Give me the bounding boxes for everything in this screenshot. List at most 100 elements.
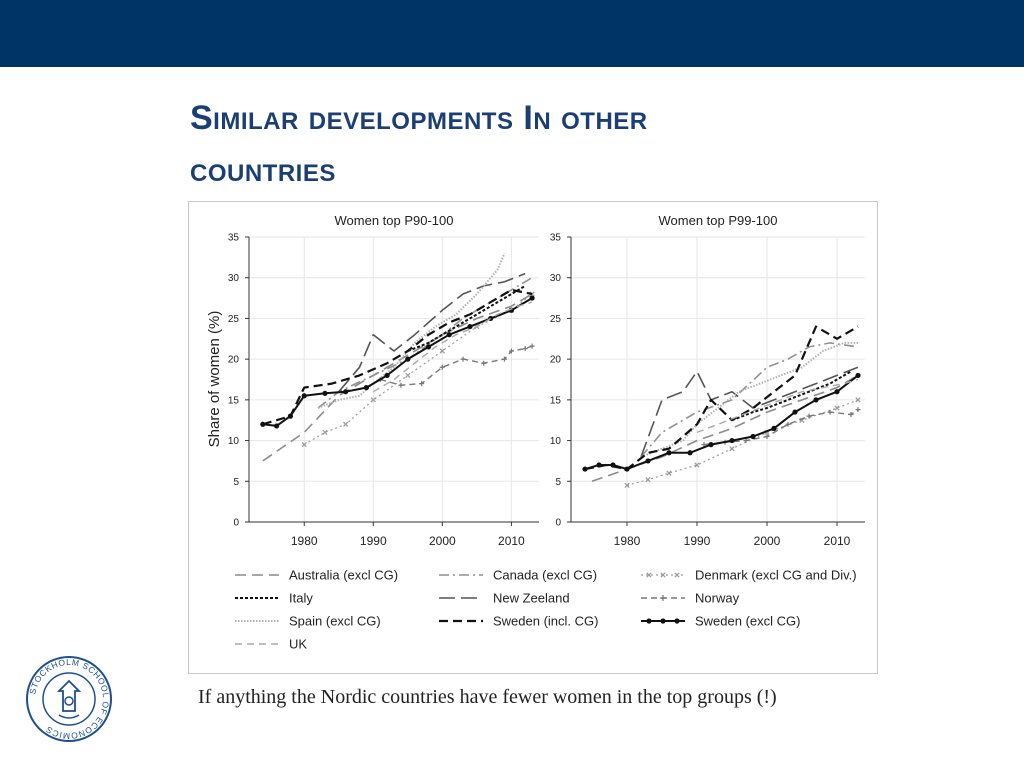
series-line-uk [372,301,533,393]
y-tick-label: 10 [550,436,562,447]
data-point-norway [529,343,535,349]
data-point-sweden_excl [425,344,432,350]
series-line-sweden_incl [262,288,533,426]
data-point-sweden_excl [687,450,693,456]
y-tick-label: 10 [228,436,240,447]
data-point-denmark [624,482,630,488]
data-point-sweden_excl [855,372,861,379]
chart-panel-1: 0 5 10 15 20 25 30 35 1980 1990 2000 2010 Women top … [228,213,539,548]
data-point-sweden_excl [405,356,411,362]
series-line-italy [407,285,526,352]
data-point-norway [855,407,861,413]
y-tick-label: 35 [550,233,562,244]
data-point-sweden_excl [792,409,798,415]
y-axis-label: Share of women (%) [206,311,223,448]
series-line-spain [317,252,506,409]
data-point-sweden_excl [301,393,307,399]
legend-label-spain: Spain (excl CG) [289,614,381,629]
data-point-norway [827,409,833,415]
data-point-norway [785,421,791,427]
y-tick-label: 30 [550,273,562,284]
data-point-denmark [322,429,328,436]
legend-marker-sweden_excl [646,618,652,624]
legend-label-australia: Australia (excl CG) [289,568,398,583]
x-tick-label: 1990 [684,534,711,548]
y-tick-label: 5 [233,477,239,488]
legend-marker-norway [660,595,666,601]
x-tick-label: 1980 [291,534,318,548]
y-tick-label: 0 [555,518,561,529]
x-tick-label: 2000 [429,534,456,548]
data-point-sweden_excl [610,462,616,468]
y-tick-label: 25 [550,314,562,325]
legend-label-sweden_excl: Sweden (excl CG) [695,614,800,629]
series-line-uk [696,378,859,434]
slide-title-line-1: Similar developments In other [190,99,648,137]
legend-label-newzealand: New Zeeland [493,591,570,606]
data-point-sweden_excl [729,437,735,444]
data-point-sweden_excl [645,458,651,464]
data-point-norway [398,382,404,388]
y-tick-label: 35 [228,233,240,244]
legend-label-norway: Norway [695,591,740,606]
series-line-norway [703,409,859,446]
data-point-norway [522,346,528,352]
legend-marker-sweden_excl [674,618,680,624]
data-point-sweden_excl [467,323,473,330]
series-line-canada [640,342,859,458]
data-point-sweden_excl [529,295,535,301]
data-point-denmark [694,462,700,468]
y-tick-label: 20 [550,355,562,366]
data-point-sweden_excl [446,332,452,338]
data-point-denmark [855,397,861,403]
data-point-norway [439,364,445,370]
data-point-sweden_excl [750,433,756,440]
legend-marker-sweden_excl [660,618,666,624]
legend-marker-denmark [660,572,666,578]
series-line-canada [317,277,533,409]
data-point-norway [806,413,812,419]
data-point-sweden_excl [260,421,266,427]
data-point-sweden_excl [287,413,294,419]
school-logo: STOCKHOLM SCHOOL OF ECONOMICS [26,656,112,742]
panel-title: Women top P99-100 [659,213,778,228]
x-tick-label: 2010 [498,534,525,548]
data-point-sweden_excl [596,462,602,468]
header-bar [0,0,1024,67]
data-point-sweden_excl [322,390,328,396]
data-point-norway [743,438,749,444]
data-point-sweden_excl [708,442,714,448]
legend-marker-denmark [646,572,652,578]
y-tick-label: 0 [233,518,239,529]
data-point-denmark [439,348,445,354]
data-point-norway [501,356,507,362]
data-point-sweden_excl [582,466,588,472]
data-point-norway [764,434,770,439]
series-line-australia [262,293,533,462]
data-point-norway [460,356,466,362]
data-point-denmark [645,477,651,483]
data-point-sweden_excl [624,466,630,472]
data-point-denmark [405,372,411,379]
chart-figure: 0 5 10 15 20 25 30 35 1980 1990 2000 2010 Women top … [188,201,878,674]
series-line-norway [380,345,533,386]
data-point-denmark [370,397,376,403]
data-point-denmark [666,470,672,476]
data-point-sweden_excl [384,372,390,379]
data-point-sweden_excl [343,389,349,395]
logo-emblem-icon [56,679,82,712]
x-tick-label: 2010 [824,534,851,548]
logo-outer-ring [26,656,112,742]
data-point-sweden_excl [363,385,369,391]
legend-label-canada: Canada (excl CG) [493,568,597,583]
chart-panel-2: 0 5 10 15 20 25 30 35 1980 1990 2000 2010 Women top … [550,213,865,548]
chart-svg: 0 5 10 15 20 25 30 35 1980 1990 2000 2010 Women top … [206,213,865,652]
data-point-denmark [301,442,307,448]
legend-label-sweden_incl: Sweden (incl. CG) [493,614,598,629]
series-line-italy [731,370,852,422]
data-point-denmark [343,421,349,427]
logo-emblem-dot-icon [64,696,74,706]
data-point-denmark [834,405,840,411]
data-point-norway [508,348,514,354]
y-tick-label: 15 [550,395,562,406]
